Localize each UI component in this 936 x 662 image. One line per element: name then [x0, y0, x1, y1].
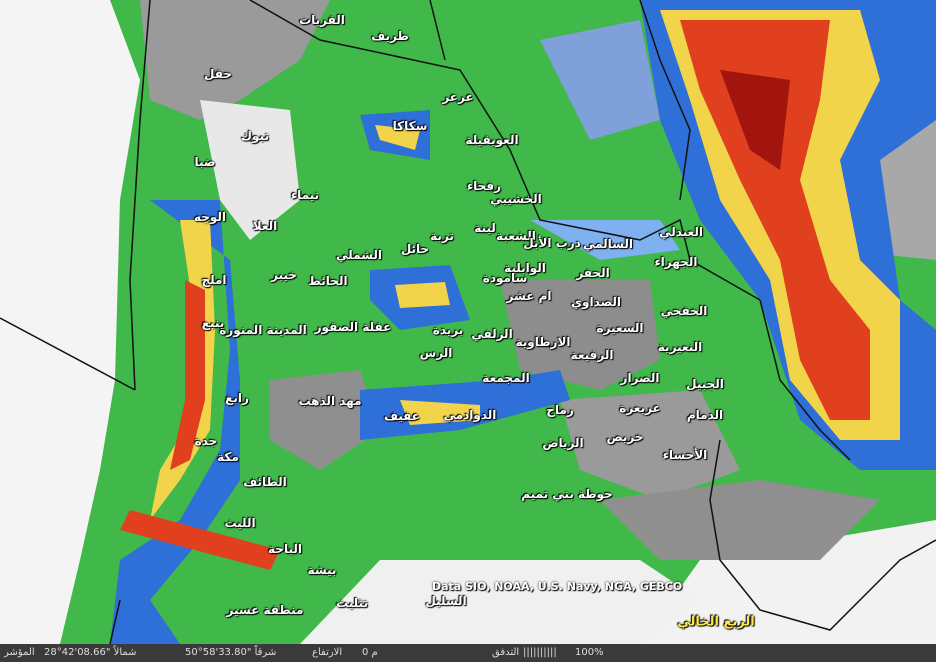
place-label: عفيف [383, 409, 421, 423]
place-label: الصرار [620, 371, 660, 385]
place-label: الخفجي [660, 304, 708, 318]
place-label: الارطاوية [515, 335, 571, 349]
place-label: النعيرية [657, 340, 703, 354]
place-label: جدة [194, 434, 218, 448]
place-label: الرياض [542, 436, 584, 450]
place-label: رابغ [225, 391, 249, 405]
latitude: 28°42'08.66" شمالاً [44, 647, 137, 658]
place-label: الطائف [243, 475, 287, 489]
place-label: الشعبة [496, 229, 536, 243]
place-label: تبوك [241, 129, 269, 143]
place-label: الوجه [193, 210, 227, 224]
place-label: ضبا [194, 155, 216, 169]
place-label: حقل [204, 67, 232, 81]
place-label: بيشة [307, 563, 337, 577]
place-label: الجبيل [686, 377, 724, 391]
elevation: 0 م [362, 647, 378, 658]
place-label: تيماء [290, 188, 320, 202]
place-label: عرعر [442, 90, 474, 104]
place-label: الوابلية [504, 261, 546, 275]
status-bar: المؤشر 28°42'08.66" شمالاً 50°58'33.80" … [0, 644, 936, 662]
streaming-percent: 100% [575, 647, 604, 658]
place-label: حوطة بني تميم [521, 487, 613, 501]
pointer-label: المؤشر [4, 647, 35, 658]
place-label: المدينة المنورة [219, 323, 307, 337]
streaming-bar: |||||||||| [523, 647, 557, 658]
region-label: الربع الخالي [677, 614, 755, 630]
place-label: مكة [217, 450, 239, 464]
place-label: الشملي [336, 248, 382, 262]
place-label: ام عشر [506, 289, 552, 303]
place-label: طريف [371, 29, 409, 43]
place-label: الخشيبي [490, 192, 542, 206]
place-label: الحائط [308, 274, 348, 288]
place-label: لينة [474, 221, 496, 235]
place-label: رماح [546, 403, 574, 417]
place-label: العبدلي [659, 225, 703, 239]
place-label: السعيرة [596, 321, 644, 335]
place-label: سكاكا [392, 119, 428, 133]
place-label: الأحساء [662, 448, 708, 462]
place-label: منطقة عسير [226, 603, 304, 617]
place-label: الجهراء [654, 255, 698, 269]
place-label: بريدة [432, 323, 464, 337]
attribution: Data SIO, NOAA, U.S. Navy, NGA, GEBCO [432, 580, 683, 593]
place-label: السالمي [582, 237, 634, 251]
place-label: حائل [400, 242, 430, 256]
place-label: الدمام [686, 408, 724, 422]
place-label: القريات [299, 13, 345, 27]
place-label: الرفيعة [570, 348, 614, 362]
place-label: الزلفي [471, 327, 513, 341]
place-label: الليث [224, 516, 256, 530]
place-label: العلا [252, 219, 278, 233]
place-label: درب الأبل [523, 236, 581, 250]
place-label: رفحاء [466, 179, 502, 193]
place-label: الحفر [576, 266, 610, 280]
place-label: عقلة الصقور [314, 320, 392, 334]
place-label: الصداوي [571, 295, 621, 309]
place-label: ينبع [201, 316, 225, 330]
place-label: خريص [606, 430, 644, 444]
place-label: تثليث [336, 596, 368, 610]
streaming-label: التدفق [492, 647, 520, 658]
place-label: الرس [419, 346, 453, 360]
place-label: خيبر [271, 268, 297, 282]
place-label: سامودة [482, 271, 528, 285]
place-label: الدوادمي [443, 408, 497, 422]
place-label: السليل [425, 594, 467, 608]
place-label: تربة [430, 229, 454, 243]
elevation-label: الارتفاع [312, 647, 343, 658]
longitude: 50°58'33.80" شرقاً [185, 647, 277, 658]
place-label: عريعرة [619, 401, 661, 415]
place-label: المجمعة [482, 371, 530, 385]
place-label: العويقيلة [465, 133, 519, 147]
place-label: الباحة [268, 542, 302, 556]
map-imagery [0, 0, 936, 644]
place-label: مهد الذهب [298, 394, 362, 408]
place-label: املج [201, 273, 227, 287]
